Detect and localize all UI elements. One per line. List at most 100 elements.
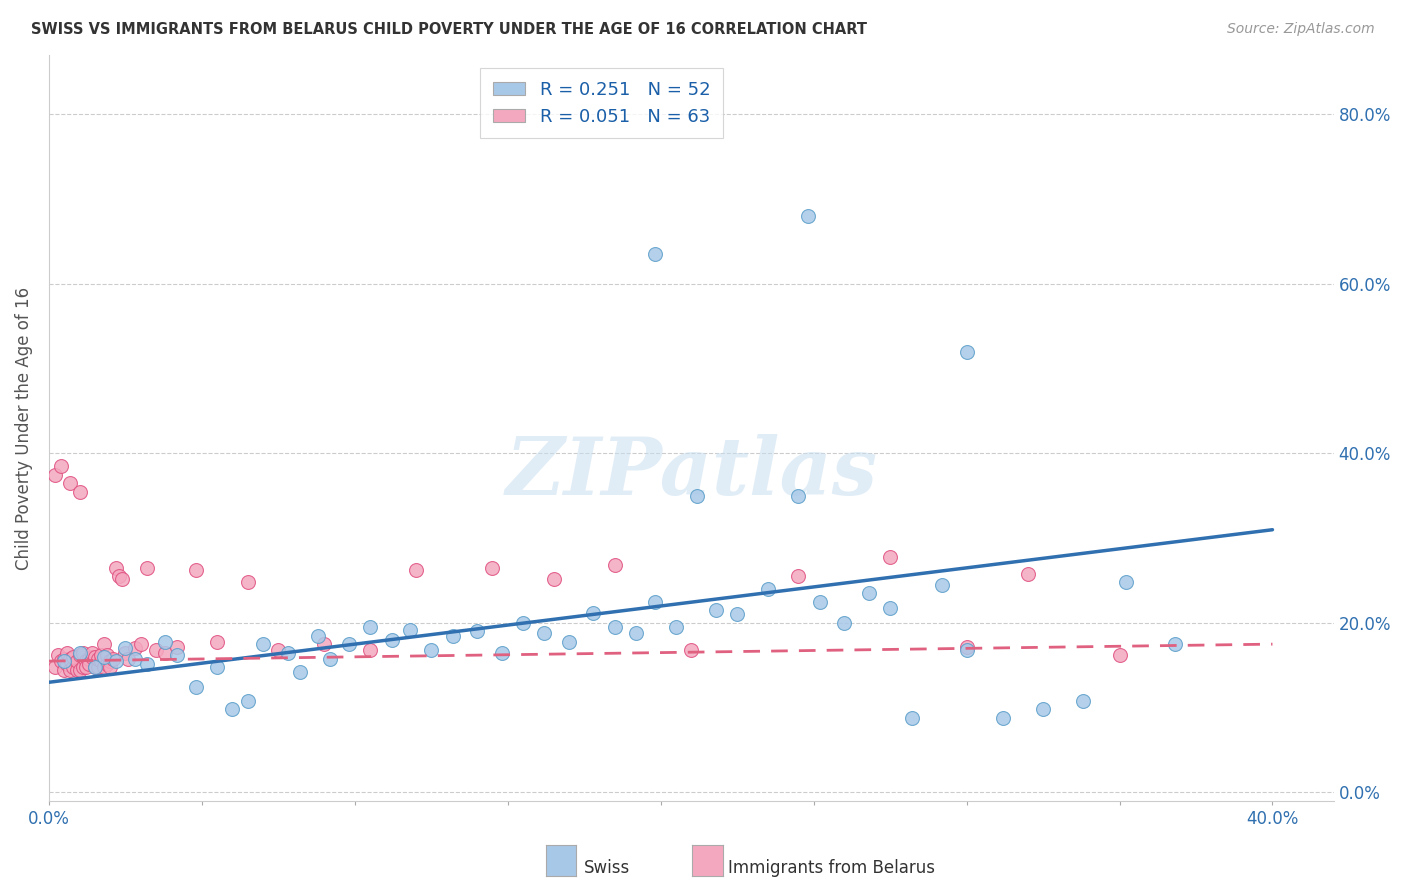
Point [686, 489, 709, 503]
Point [441, 629, 464, 643]
Point [1032, 702, 1054, 716]
Point [53, 654, 76, 668]
Point [44, 467, 66, 482]
Point [114, 641, 136, 656]
Point [900, 711, 922, 725]
Point [288, 665, 311, 679]
Point [787, 569, 810, 583]
Point [96, 657, 118, 671]
Point [69, 663, 91, 677]
Point [252, 637, 274, 651]
Point [124, 651, 146, 665]
Point [62, 660, 84, 674]
Point [65, 654, 87, 668]
Point [114, 646, 136, 660]
Point [359, 643, 381, 657]
Point [491, 646, 513, 660]
Point [44, 660, 66, 674]
Point [69, 646, 91, 660]
Point [51, 654, 73, 668]
Point [465, 624, 488, 639]
Text: Swiss: Swiss [583, 859, 630, 877]
Point [665, 620, 688, 634]
Point [111, 572, 134, 586]
Point [80, 649, 103, 664]
Point [83, 660, 105, 674]
Point [93, 660, 115, 674]
Point [75, 660, 97, 674]
Point [319, 651, 342, 665]
Point [582, 606, 605, 620]
Point [56, 657, 79, 671]
Point [80, 646, 103, 660]
Point [955, 640, 977, 654]
Point [481, 561, 503, 575]
Point [98, 660, 121, 674]
Legend: R = 0.251   N = 52, R = 0.051   N = 63: R = 0.251 N = 52, R = 0.051 N = 63 [479, 68, 723, 138]
Point [87, 651, 110, 665]
Point [87, 660, 110, 674]
Point [267, 643, 290, 657]
Point [72, 646, 94, 660]
Point [108, 569, 131, 583]
Point [135, 561, 157, 575]
Point [72, 660, 94, 674]
Point [69, 484, 91, 499]
Point [103, 651, 125, 665]
Point [307, 629, 329, 643]
Point [83, 649, 105, 664]
Point [399, 623, 422, 637]
Point [955, 643, 977, 657]
Point [543, 572, 565, 586]
Point [153, 646, 176, 660]
Point [93, 637, 115, 651]
Point [205, 660, 228, 674]
Point [533, 626, 555, 640]
Point [277, 646, 299, 660]
Point [184, 680, 207, 694]
Point [1017, 566, 1039, 581]
Point [105, 561, 128, 575]
Point [314, 637, 336, 651]
Point [51, 459, 73, 474]
Point [1115, 575, 1137, 590]
Point [75, 654, 97, 668]
Text: Immigrants from Belarus: Immigrants from Belarus [728, 859, 935, 877]
Point [603, 558, 626, 573]
Point [796, 209, 818, 223]
Point [681, 643, 703, 657]
Point [879, 600, 901, 615]
Point [69, 648, 91, 662]
Text: ZIPatlas: ZIPatlas [505, 434, 877, 511]
Point [96, 648, 118, 662]
Point [808, 595, 831, 609]
Point [337, 637, 360, 651]
Point [145, 643, 167, 657]
Point [56, 646, 79, 660]
Point [1163, 637, 1185, 651]
Point [62, 649, 84, 664]
Point [955, 344, 977, 359]
Point [787, 489, 810, 503]
Point [53, 663, 76, 677]
Point [236, 694, 259, 708]
Point [83, 660, 105, 674]
Point [359, 620, 381, 634]
Point [558, 634, 581, 648]
Point [405, 563, 427, 577]
Point [1108, 648, 1130, 662]
Point [221, 702, 243, 716]
Point [153, 634, 176, 648]
Point [129, 637, 152, 651]
Point [59, 663, 82, 677]
Point [117, 651, 139, 665]
Point [135, 657, 157, 671]
Point [93, 649, 115, 664]
Point [879, 549, 901, 564]
Text: SWISS VS IMMIGRANTS FROM BELARUS CHILD POVERTY UNDER THE AGE OF 16 CORRELATION C: SWISS VS IMMIGRANTS FROM BELARUS CHILD P… [31, 22, 868, 37]
Point [65, 663, 87, 677]
Point [205, 634, 228, 648]
Point [59, 651, 82, 665]
Point [59, 476, 82, 491]
Point [90, 648, 112, 662]
